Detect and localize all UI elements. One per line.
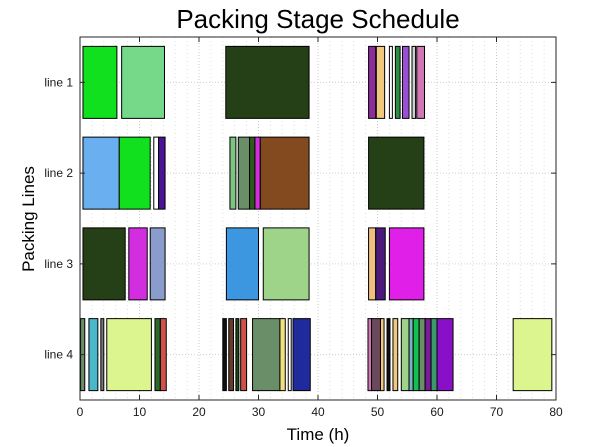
task-bar [154, 318, 161, 392]
task-bar [411, 45, 417, 119]
task-bar [412, 318, 420, 392]
chart-title: Packing Stage Schedule [176, 4, 459, 34]
x-tick-label: 20 [192, 405, 206, 419]
task-bar [254, 136, 261, 210]
task-bar [287, 318, 292, 392]
task-bar [388, 45, 393, 119]
y-axis-ticks: line 1 line 2 line 3 line 4 [44, 75, 556, 362]
x-tick-label: 70 [490, 405, 504, 419]
x-axis-label: Time (h) [287, 425, 350, 444]
y-tick-label: line 1 [44, 75, 73, 89]
task-bar [158, 136, 166, 210]
task-bar [279, 318, 286, 392]
task-bars [80, 45, 553, 392]
task-bar [229, 136, 237, 210]
task-bar [249, 136, 256, 210]
task-bar [424, 318, 432, 392]
task-bar [106, 318, 152, 392]
x-tick-label: 10 [133, 405, 147, 419]
y-tick-label: line 4 [44, 348, 73, 362]
task-bar [436, 318, 454, 392]
x-tick-label: 30 [252, 405, 266, 419]
task-bar [82, 136, 120, 210]
task-bar [512, 318, 553, 392]
task-bar [100, 318, 105, 392]
y-tick-label: line 2 [44, 166, 73, 180]
task-bar [367, 318, 373, 392]
task-bar [235, 318, 240, 392]
task-bar [418, 318, 426, 392]
y-tick-label: line 3 [44, 257, 73, 271]
task-bar [368, 227, 377, 301]
task-bar [237, 136, 251, 210]
task-bar [401, 45, 410, 119]
task-bar [430, 318, 438, 392]
task-bar [368, 45, 377, 119]
task-bar [82, 227, 126, 301]
task-bar [118, 136, 151, 210]
task-bar [386, 318, 391, 392]
task-bar [252, 318, 281, 392]
task-bar [371, 318, 381, 392]
task-bar [408, 318, 414, 392]
task-bar [262, 227, 310, 301]
x-tick-label: 60 [430, 405, 444, 419]
task-bar [240, 318, 248, 392]
task-bar [128, 227, 148, 301]
task-bar [259, 136, 310, 210]
task-bar [82, 45, 118, 119]
task-bar [375, 227, 386, 301]
task-bar [228, 318, 235, 392]
task-bar [121, 45, 165, 119]
task-bar [149, 227, 166, 301]
x-tick-label: 40 [311, 405, 325, 419]
task-bar [292, 318, 311, 392]
task-bar [153, 136, 160, 210]
y-axis-label: Packing Lines [19, 166, 38, 272]
x-tick-label: 0 [77, 405, 84, 419]
task-bar [159, 318, 167, 392]
task-bar [400, 318, 410, 392]
task-bar [368, 136, 425, 210]
x-axis-ticks: 0 10 20 30 40 50 60 70 80 [77, 37, 563, 419]
task-bar [225, 227, 259, 301]
task-bar [222, 318, 227, 392]
task-bar [416, 45, 426, 119]
task-bar [88, 318, 99, 392]
x-tick-label: 50 [371, 405, 385, 419]
task-bar [379, 318, 385, 392]
task-bar [225, 45, 310, 119]
task-bar [388, 227, 425, 301]
task-bar [375, 45, 386, 119]
task-bar [392, 318, 399, 392]
x-tick-label: 80 [549, 405, 563, 419]
task-bar [394, 45, 401, 119]
